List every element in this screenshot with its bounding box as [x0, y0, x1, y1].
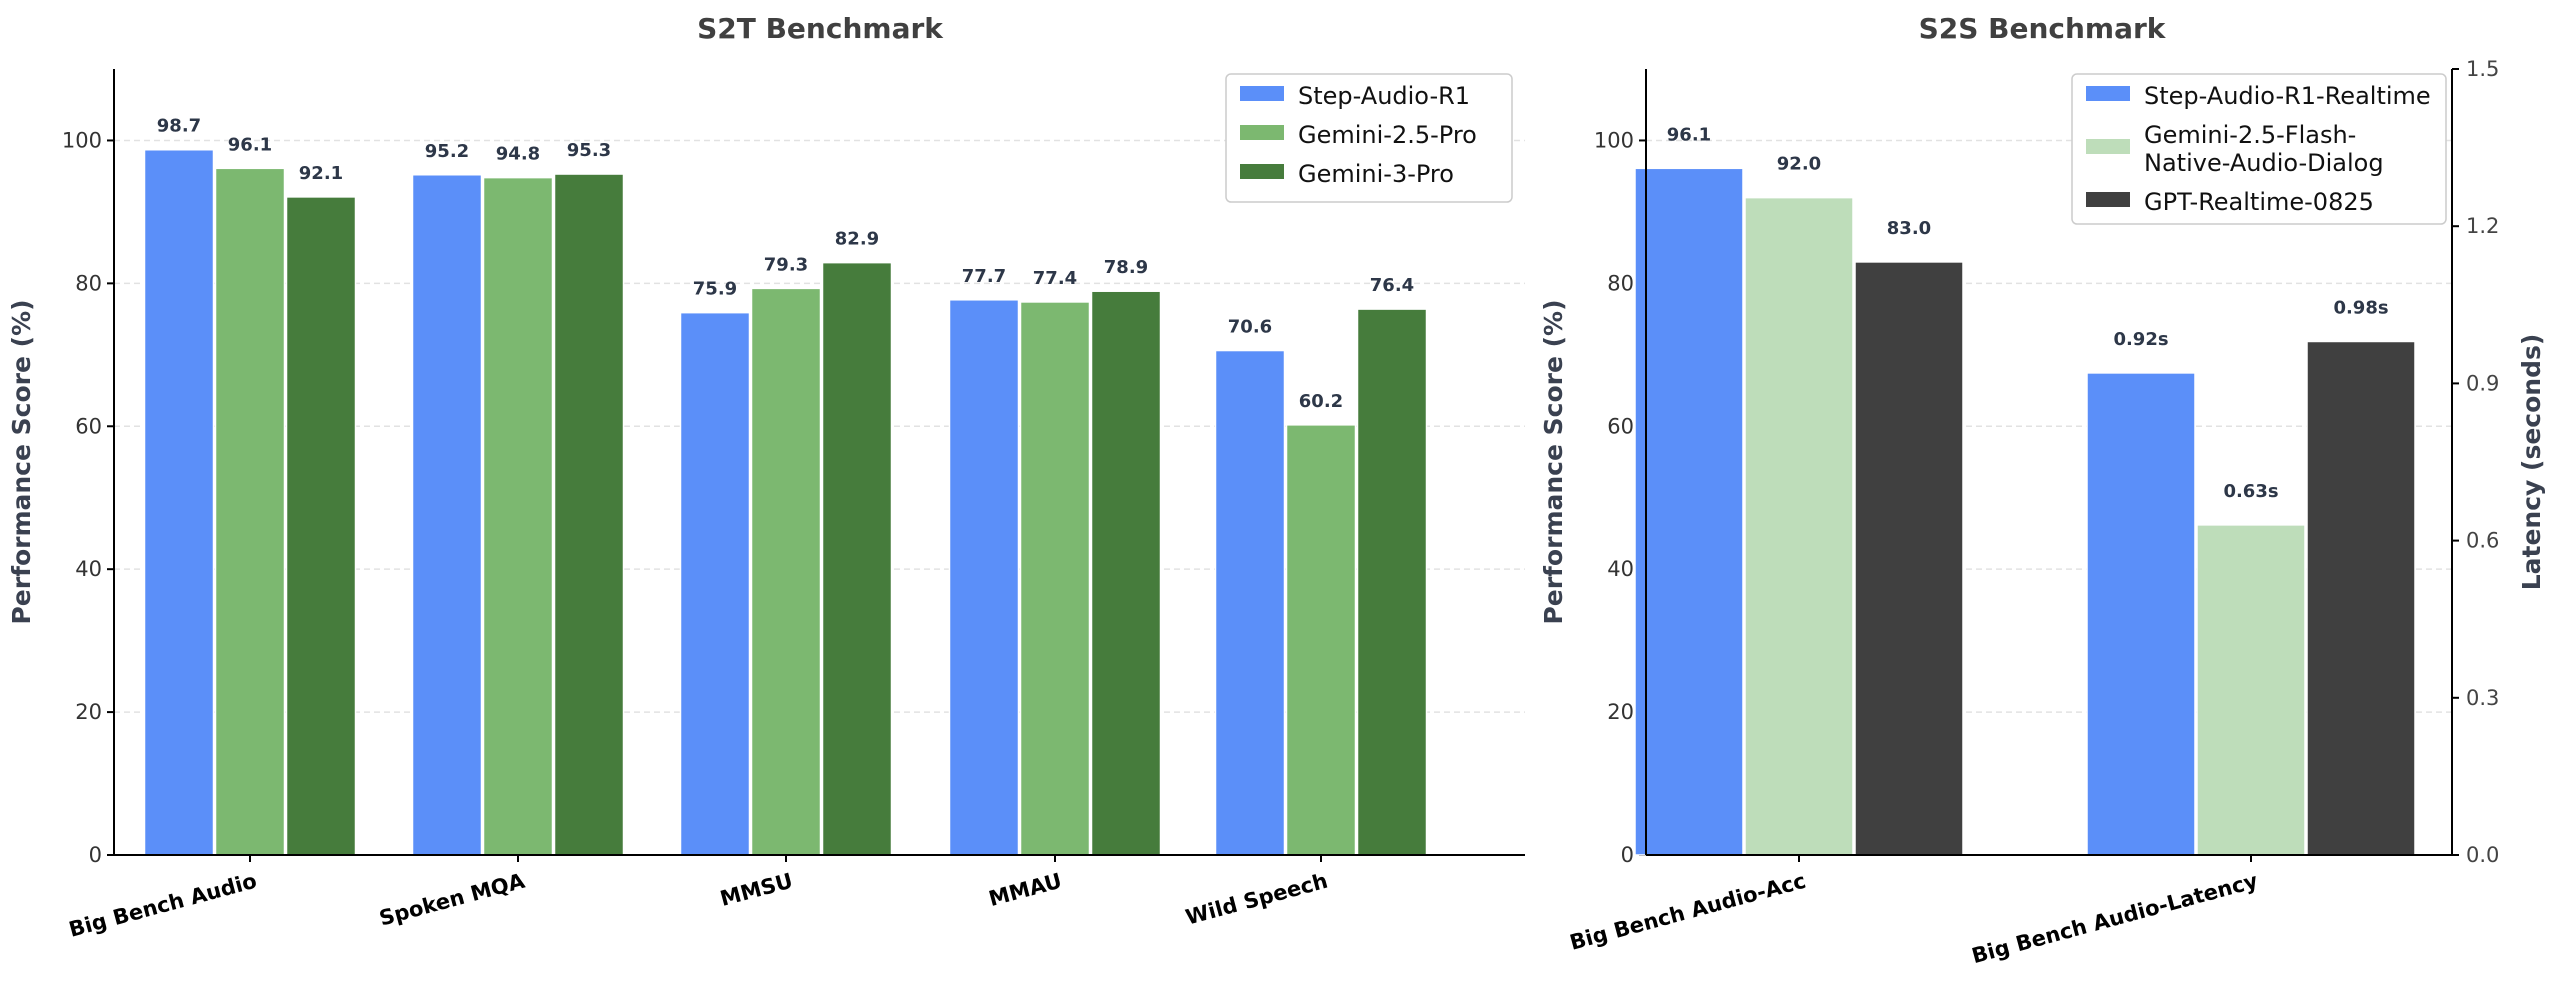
y-tick-label: 100 [1594, 128, 1634, 152]
bar-gemini-3-pro [285, 196, 357, 856]
y-tick-label: 60 [75, 414, 102, 438]
y-axis-label: Performance Score (%) [1539, 299, 1568, 624]
y2-tick-label: 1.5 [2466, 57, 2499, 81]
legend-label: Gemini-3-Pro [1298, 160, 1454, 188]
data-label: 95.3 [567, 140, 611, 161]
legend-label: Gemini-2.5-Flash- [2144, 121, 2356, 149]
chart-title: S2T Benchmark [697, 12, 944, 45]
y-tick-label: 40 [75, 557, 102, 581]
legend-swatch [1240, 125, 1284, 140]
bar-step-audio-r1 [1214, 349, 1286, 856]
x-tick-label: Wild Speech [1183, 869, 1330, 930]
legend-box [2071, 73, 2447, 225]
y2-tick-label: 0.3 [2466, 686, 2499, 710]
legend-swatch [1240, 164, 1284, 179]
data-label: 77.7 [962, 266, 1006, 287]
bar-gemini-2-5-flash-native-audio-dialog [1744, 196, 1854, 856]
bar-gemini-2-5-pro [750, 287, 822, 856]
y-tick-label: 80 [1607, 271, 1634, 295]
x-tick-label: MMAU [986, 869, 1064, 911]
y-tick-label: 80 [75, 271, 102, 295]
x-tick-label: Spoken MQA [377, 868, 528, 930]
bar-gemini-2-5-pro [214, 167, 286, 856]
bar-step-audio-r1-realtime [1634, 167, 1744, 856]
chart-0: S2T Benchmark 0 20 40 60 80 100 Performance Sco… [7, 12, 1525, 942]
y2-tick-label: 0.0 [2466, 843, 2499, 867]
bar-gpt-realtime-0825 [2306, 340, 2416, 856]
legend-swatch [1240, 86, 1284, 101]
bar-gemini-3-pro [1090, 290, 1162, 856]
legend-label: Step-Audio-R1-Realtime [2144, 82, 2431, 110]
legend-label: Gemini-2.5-Pro [1298, 121, 1477, 149]
bar-gemini-2-5-pro [482, 176, 554, 856]
y2-axis-label: Latency (seconds) [2517, 334, 2546, 591]
bar-gpt-realtime-0825 [1854, 261, 1964, 856]
data-label: 76.4 [1370, 275, 1414, 296]
data-label: 96.1 [228, 134, 272, 155]
data-label: 98.7 [157, 116, 201, 137]
bar-gemini-2-5-pro [1285, 424, 1357, 856]
data-label: 60.2 [1299, 391, 1343, 412]
data-label: 92.1 [299, 163, 343, 184]
data-label: 0.63s [2223, 481, 2278, 502]
y2-tick-label: 0.6 [2466, 529, 2499, 553]
bar-step-audio-r1 [411, 174, 483, 856]
y-tick-label: 20 [1607, 700, 1634, 724]
legend: Step-Audio-R1-Realtime Gemini-2.5-Flash-N… [2071, 73, 2447, 225]
data-label: 70.6 [1228, 317, 1272, 338]
data-label: 83.0 [1887, 218, 1931, 239]
legend-swatch [2086, 139, 2130, 154]
chart-1: S2S Benchmark 0 20 40 60 80 100 Performance Sco… [1539, 12, 2546, 968]
bar-step-audio-r1 [143, 148, 215, 856]
y-tick-label: 20 [75, 700, 102, 724]
data-label: 0.92s [2113, 329, 2168, 350]
data-label: 94.8 [496, 144, 540, 165]
bar-step-audio-r1-realtime [2086, 372, 2196, 856]
bar-step-audio-r1 [679, 311, 751, 856]
y2-tick-label: 1.2 [2466, 214, 2499, 238]
data-label: 77.4 [1033, 268, 1077, 289]
data-label: 75.9 [693, 279, 737, 300]
y-tick-label: 0 [89, 843, 102, 867]
x-tick-label: Big Bench Audio-Latency [1969, 869, 2260, 969]
chart-title: S2S Benchmark [1919, 12, 2167, 45]
bar-step-audio-r1 [948, 299, 1020, 856]
data-label: 95.2 [425, 141, 469, 162]
data-label: 79.3 [764, 254, 808, 275]
y-axis-label: Performance Score (%) [7, 299, 36, 624]
bar-gemini-2-5-flash-native-audio-dialog [2196, 524, 2306, 856]
y-tick-label: 100 [62, 128, 102, 152]
data-label: 78.9 [1104, 257, 1148, 278]
data-label: 96.1 [1667, 124, 1711, 145]
y-tick-label: 0 [1621, 843, 1634, 867]
legend: Step-Audio-R1 Gemini-2.5-Pro Gemini-3-Pro [1225, 73, 1513, 203]
bar-gemini-3-pro [821, 261, 893, 856]
x-tick-label: MMSU [718, 869, 796, 911]
bar-gemini-2-5-pro [1019, 301, 1091, 856]
legend-label: GPT-Realtime-0825 [2144, 188, 2374, 216]
legend-label: Native-Audio-Dialog [2144, 149, 2384, 177]
x-tick-label: Big Bench Audio [66, 869, 259, 942]
data-label: 0.98s [2333, 297, 2388, 318]
legend-swatch [2086, 192, 2130, 207]
bar-gemini-3-pro [553, 173, 625, 856]
data-label: 82.9 [835, 229, 879, 250]
legend-swatch [2086, 86, 2130, 101]
y2-tick-label: 0.9 [2466, 371, 2499, 395]
y-tick-label: 60 [1607, 414, 1634, 438]
legend-box [1225, 73, 1513, 203]
y-tick-label: 40 [1607, 557, 1634, 581]
legend-label: Step-Audio-R1 [1298, 82, 1470, 110]
x-tick-label: Big Bench Audio-Acc [1567, 869, 1808, 955]
data-label: 92.0 [1777, 154, 1821, 175]
bar-gemini-3-pro [1356, 308, 1428, 856]
